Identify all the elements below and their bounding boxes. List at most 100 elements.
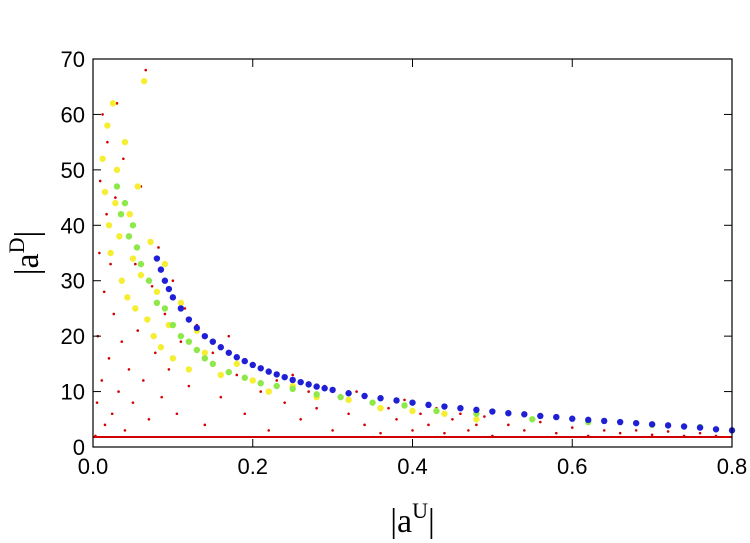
data-point — [305, 381, 312, 388]
data-point — [419, 412, 422, 416]
data-point — [227, 334, 231, 338]
data-point — [337, 393, 344, 401]
data-point — [94, 434, 97, 438]
data-point — [235, 373, 239, 377]
data-point — [100, 379, 104, 382]
data-point — [121, 138, 129, 146]
data-point — [185, 338, 193, 345]
data-point — [329, 386, 336, 394]
data-point — [110, 412, 114, 416]
data-point — [153, 255, 161, 262]
data-point — [539, 420, 542, 424]
y-tick-label: 50 — [61, 158, 85, 183]
data-point — [505, 409, 512, 417]
data-point — [153, 288, 161, 295]
data-point — [193, 346, 201, 354]
data-point — [129, 255, 137, 262]
series-layer — [93, 68, 736, 439]
data-point — [103, 423, 107, 427]
data-point — [157, 344, 165, 351]
data-point — [489, 408, 496, 415]
data-point — [457, 405, 464, 412]
data-point — [102, 290, 106, 294]
x-axis-title: |aU| — [390, 498, 435, 540]
data-point — [99, 155, 106, 162]
data-point — [265, 388, 272, 395]
data-point — [273, 382, 280, 390]
data-point — [297, 378, 304, 386]
data-point — [249, 361, 256, 369]
x-tick-label: 0.6 — [557, 454, 588, 479]
data-point — [169, 321, 177, 329]
data-point — [105, 222, 113, 229]
data-point — [209, 338, 217, 345]
data-point — [129, 222, 137, 229]
x-axis-title-close: | — [428, 503, 435, 540]
data-point — [104, 122, 111, 129]
data-point — [179, 340, 183, 343]
data-point — [177, 305, 185, 312]
data-point — [315, 406, 318, 410]
data-point — [257, 380, 264, 387]
data-point — [425, 401, 432, 409]
data-point — [427, 423, 430, 427]
data-point — [165, 285, 173, 293]
data-point — [201, 355, 209, 362]
data-point — [409, 399, 416, 406]
data-point — [137, 260, 145, 268]
series-0 — [94, 68, 718, 438]
data-point — [211, 351, 215, 355]
data-point — [363, 423, 366, 427]
data-point — [369, 399, 376, 406]
data-point — [433, 407, 440, 415]
data-point — [441, 410, 448, 417]
data-point — [122, 157, 125, 161]
data-point — [125, 233, 133, 240]
data-point — [193, 324, 201, 332]
data-point — [393, 397, 400, 404]
x-tick-label: 0.4 — [397, 454, 428, 479]
data-point — [134, 262, 137, 266]
data-point — [616, 418, 624, 426]
data-point — [117, 390, 120, 393]
ticks-layer: 0.0 0.2 0.4 0.6 0.8 0 10 20 30 40 50 60 70 — [61, 47, 748, 479]
data-point — [602, 429, 606, 432]
x-tick-label: 0.8 — [717, 454, 748, 479]
y-tick-label: 20 — [61, 324, 85, 349]
data-point — [241, 374, 248, 381]
data-point — [187, 384, 191, 388]
series-2 — [113, 183, 704, 431]
data-point — [117, 211, 125, 218]
data-point — [601, 417, 608, 425]
data-point — [698, 431, 702, 435]
x-tick-label: 0.0 — [78, 454, 109, 479]
x-axis-title-sup: U — [412, 498, 428, 523]
data-point — [167, 368, 171, 371]
y-axis-title-close: | — [9, 231, 46, 238]
data-point — [313, 383, 320, 390]
data-point — [177, 299, 185, 307]
data-point — [345, 396, 352, 404]
data-point — [233, 354, 240, 361]
data-point — [347, 412, 350, 416]
data-point — [648, 421, 656, 428]
data-point — [201, 332, 209, 340]
data-point — [169, 294, 177, 301]
data-point — [451, 417, 454, 421]
series-3 — [153, 255, 736, 434]
data-point — [289, 376, 296, 384]
data-point — [273, 371, 280, 378]
data-point — [275, 379, 279, 382]
data-point — [185, 366, 193, 373]
data-point — [475, 423, 478, 427]
data-point — [136, 329, 140, 332]
data-point — [145, 277, 153, 284]
data-point — [112, 312, 116, 316]
data-point — [133, 244, 141, 251]
data-point — [144, 68, 148, 72]
data-point — [106, 140, 109, 144]
data-point — [321, 385, 328, 392]
data-point — [161, 305, 169, 312]
data-point — [379, 431, 382, 435]
